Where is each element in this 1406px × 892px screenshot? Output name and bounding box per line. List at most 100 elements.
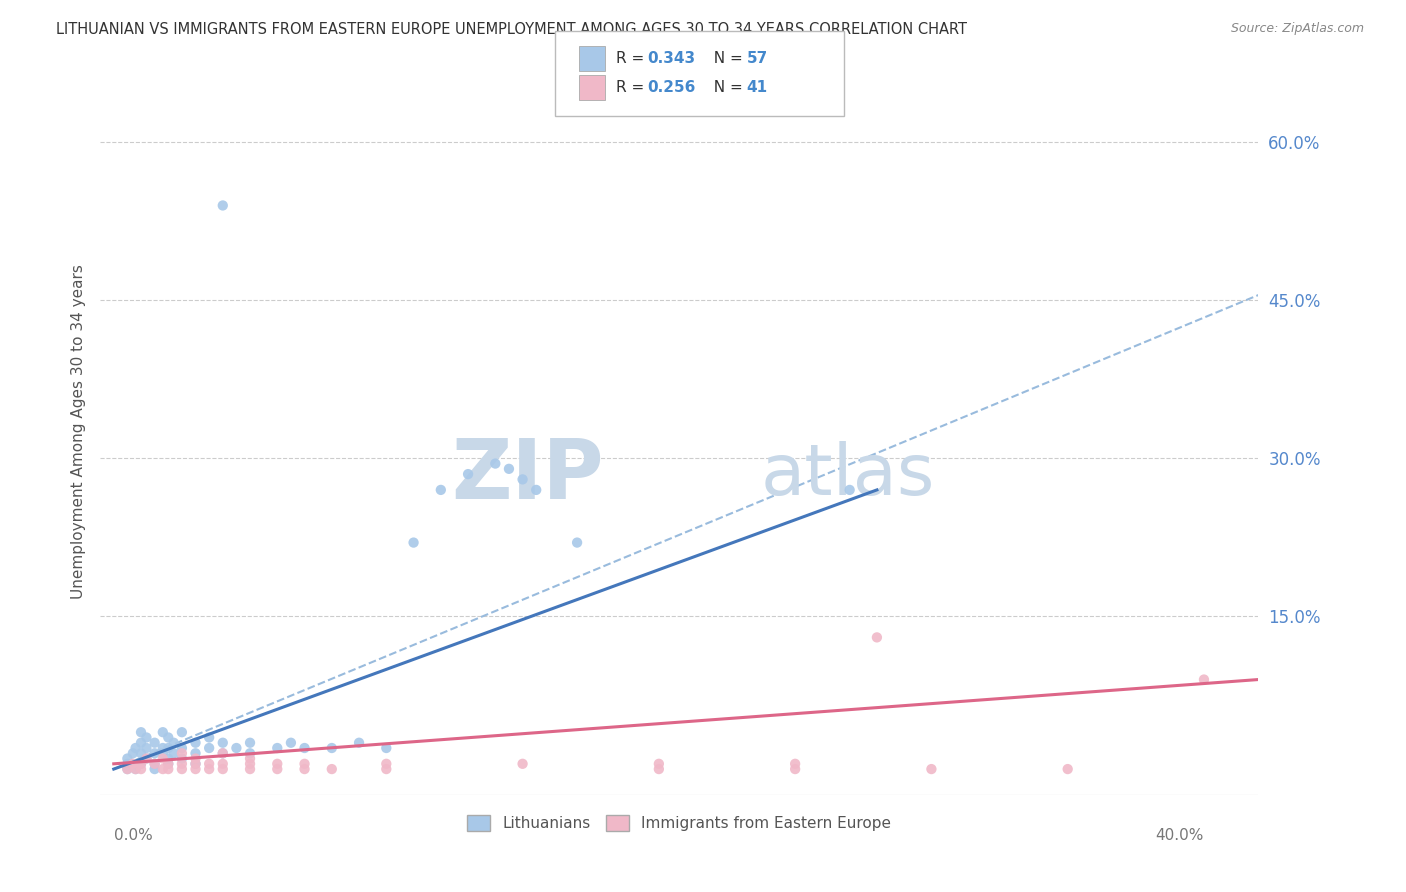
Point — [198, 731, 221, 745]
Point — [211, 198, 233, 212]
Legend: Lithuanians, Immigrants from Eastern Europe: Lithuanians, Immigrants from Eastern Eur… — [460, 807, 898, 838]
Point — [124, 741, 146, 756]
Point — [375, 756, 398, 771]
Text: 40.0%: 40.0% — [1156, 828, 1204, 843]
Point — [266, 762, 288, 776]
Point — [1192, 673, 1215, 687]
Point — [225, 741, 247, 756]
Point — [648, 756, 671, 771]
Text: 0.0%: 0.0% — [114, 828, 152, 843]
Point — [512, 472, 534, 486]
Point — [512, 756, 534, 771]
Point — [198, 756, 221, 771]
Point — [135, 741, 157, 756]
Point — [143, 736, 166, 750]
Point — [163, 736, 186, 750]
Text: N =: N = — [704, 51, 748, 66]
Point — [152, 741, 174, 756]
Point — [143, 756, 166, 771]
Point — [648, 762, 671, 776]
Y-axis label: Unemployment Among Ages 30 to 34 years: Unemployment Among Ages 30 to 34 years — [72, 265, 86, 599]
Point — [157, 731, 180, 745]
Point — [135, 751, 157, 765]
Text: Source: ZipAtlas.com: Source: ZipAtlas.com — [1230, 22, 1364, 36]
Text: R =: R = — [616, 79, 650, 95]
Point — [375, 762, 398, 776]
Point — [143, 756, 166, 771]
Point — [135, 731, 157, 745]
Text: LITHUANIAN VS IMMIGRANTS FROM EASTERN EUROPE UNEMPLOYMENT AMONG AGES 30 TO 34 YE: LITHUANIAN VS IMMIGRANTS FROM EASTERN EU… — [56, 22, 967, 37]
Point — [239, 751, 262, 765]
Point — [152, 746, 174, 760]
Point — [920, 762, 942, 776]
Point — [170, 725, 193, 739]
Point — [129, 725, 152, 739]
Point — [785, 756, 807, 771]
Point — [143, 746, 166, 760]
Point — [347, 736, 370, 750]
Point — [785, 762, 807, 776]
Point — [117, 756, 139, 771]
Point — [184, 762, 207, 776]
Text: 41: 41 — [747, 79, 768, 95]
Point — [157, 756, 180, 771]
Point — [838, 483, 860, 497]
Point — [129, 756, 152, 771]
Point — [294, 741, 316, 756]
Point — [239, 762, 262, 776]
Point — [117, 751, 139, 765]
Point — [170, 746, 193, 760]
Point — [184, 736, 207, 750]
Text: 0.343: 0.343 — [647, 51, 695, 66]
Point — [184, 756, 207, 771]
Point — [124, 762, 146, 776]
Point — [129, 746, 152, 760]
Point — [211, 736, 233, 750]
Text: R =: R = — [616, 51, 650, 66]
Point — [152, 762, 174, 776]
Point — [170, 762, 193, 776]
Point — [321, 762, 343, 776]
Text: ZIP: ZIP — [451, 435, 605, 516]
Point — [117, 762, 139, 776]
Point — [280, 736, 302, 750]
Point — [163, 746, 186, 760]
Text: N =: N = — [704, 79, 748, 95]
Point — [198, 762, 221, 776]
Point — [565, 535, 588, 549]
Point — [157, 741, 180, 756]
Point — [484, 457, 506, 471]
Text: 57: 57 — [747, 51, 768, 66]
Point — [321, 741, 343, 756]
Point — [866, 631, 889, 645]
Point — [124, 762, 146, 776]
Point — [143, 762, 166, 776]
Point — [170, 751, 193, 765]
Point — [121, 756, 143, 771]
Point — [152, 725, 174, 739]
Point — [402, 535, 425, 549]
Point — [239, 756, 262, 771]
Point — [135, 751, 157, 765]
Point — [184, 756, 207, 771]
Point — [121, 746, 143, 760]
Point — [117, 762, 139, 776]
Point — [129, 736, 152, 750]
Text: atlas: atlas — [761, 441, 935, 510]
Point — [170, 741, 193, 756]
Point — [211, 746, 233, 760]
Point — [498, 462, 520, 476]
Point — [157, 751, 180, 765]
Point — [294, 762, 316, 776]
Point — [266, 756, 288, 771]
Point — [152, 751, 174, 765]
Point — [211, 746, 233, 760]
Point — [129, 756, 152, 771]
Point — [457, 467, 479, 482]
Point — [170, 756, 193, 771]
Point — [157, 756, 180, 771]
Point — [211, 756, 233, 771]
Point — [184, 751, 207, 765]
Point — [184, 746, 207, 760]
Point — [266, 741, 288, 756]
